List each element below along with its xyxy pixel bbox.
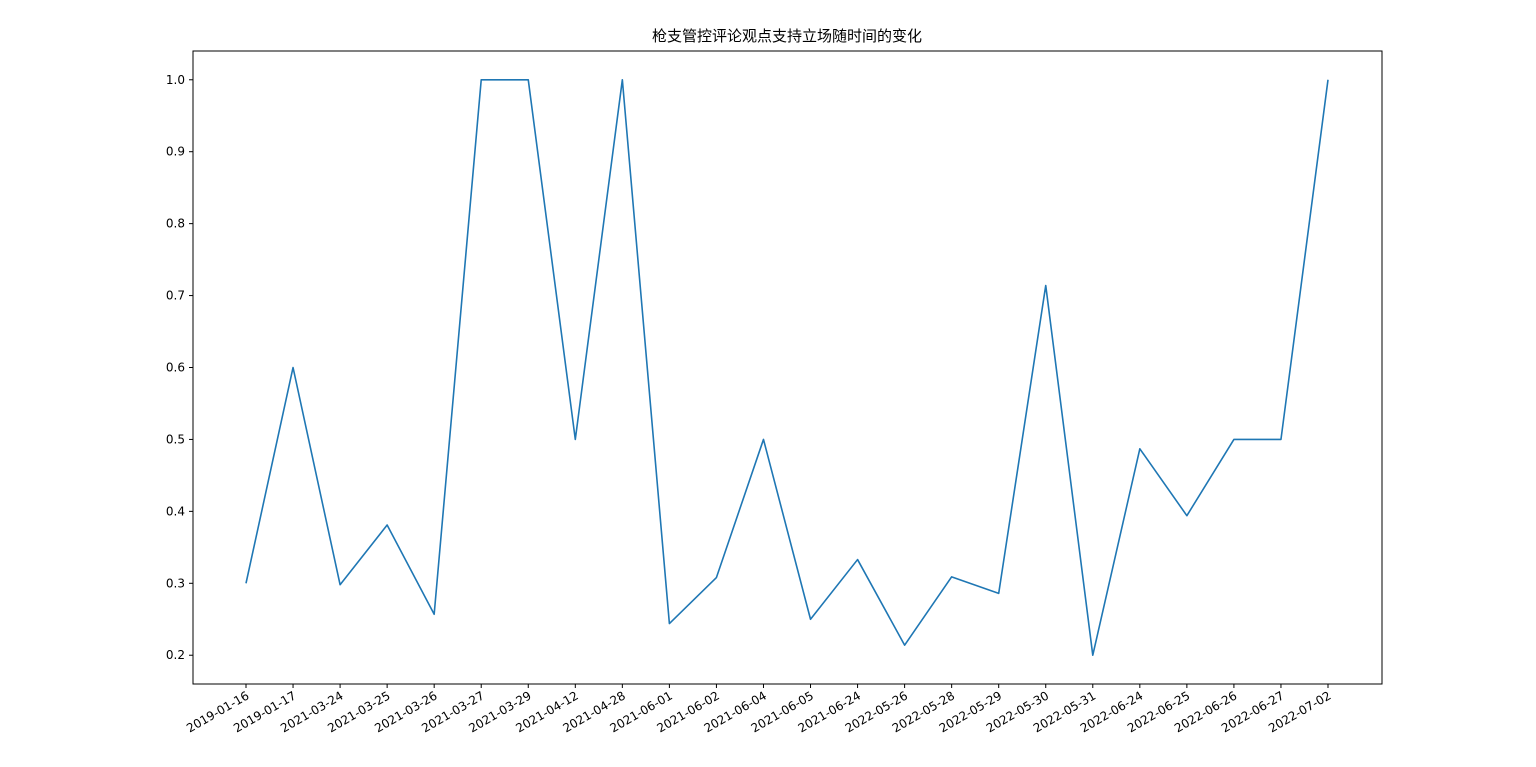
y-tick-label: 0.9 <box>166 145 185 159</box>
chart-title: 枪支管控评论观点支持立场随时间的变化 <box>652 27 922 45</box>
y-tick-label: 0.8 <box>166 217 185 231</box>
y-tick-label: 0.4 <box>166 504 185 518</box>
y-tick-label: 0.2 <box>166 648 185 662</box>
y-tick-label: 0.3 <box>166 576 185 590</box>
y-tick-label: 0.6 <box>166 361 185 375</box>
series-line <box>245 78 1329 657</box>
y-tick-label: 0.5 <box>166 432 185 446</box>
y-tick-label: 0.7 <box>166 289 185 303</box>
y-axis: 0.2 0.3 0.4 0.5 0.6 0.7 0.8 0.9 1.0 <box>166 73 193 662</box>
y-tick-label: 1.0 <box>166 73 185 87</box>
series-layer <box>245 78 1329 657</box>
